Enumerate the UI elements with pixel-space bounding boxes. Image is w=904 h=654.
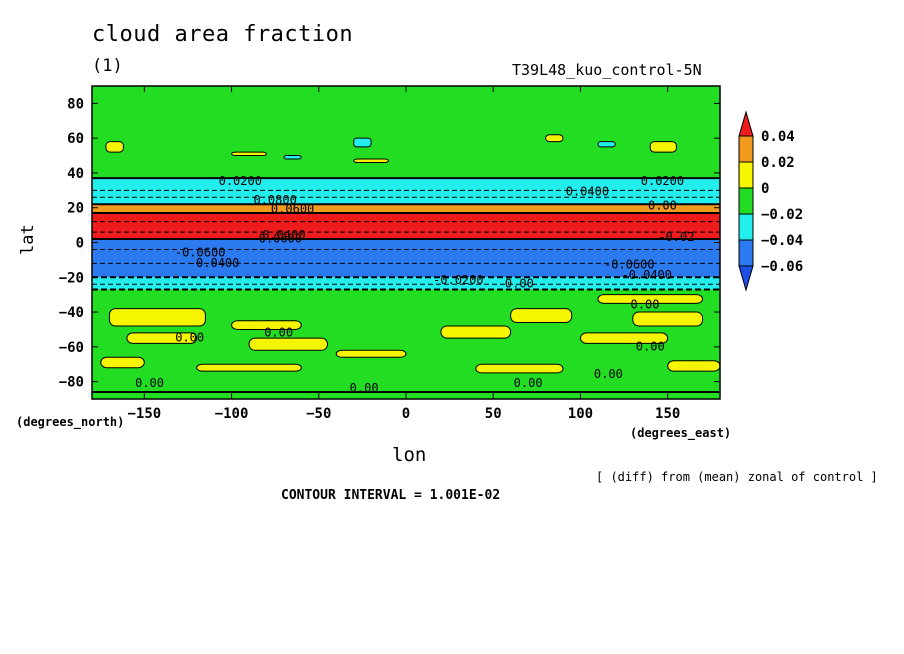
yellow-patch-13: [667, 360, 721, 372]
cyan-patch-1: [597, 141, 616, 148]
chart-title: cloud area fraction: [92, 22, 354, 47]
contour-label: 0.0200: [219, 174, 262, 188]
yellow-patch-n-1: [231, 151, 267, 157]
colorbar-segment: [738, 161, 754, 189]
colorbar-segment: [738, 239, 754, 267]
contour-label: 0.0800: [253, 193, 296, 207]
zonal-bands: [92, 86, 720, 399]
colorbar-arrow-bottom: [738, 265, 754, 292]
colorbar-label: 0.04: [761, 129, 795, 145]
contour-label: 0.00: [135, 376, 164, 390]
colorbar-segment: [738, 135, 754, 163]
colorbar-label: 0: [761, 181, 769, 197]
yellow-patch-7: [579, 332, 669, 344]
yellow-patch-1: [126, 332, 198, 344]
y-tick-label: −80: [59, 375, 84, 391]
cyan-patch-0: [353, 137, 372, 148]
colorbar-arrow-top: [738, 110, 754, 137]
band-5: [92, 277, 720, 290]
contour-label: 0.0400: [262, 228, 305, 242]
y-tick-label: 40: [67, 166, 84, 182]
colorbar-segment: [738, 213, 754, 241]
y-axis-label: lat: [18, 224, 38, 255]
band-3: [92, 212, 720, 240]
contour-label: -0.0600: [604, 258, 655, 272]
band-0: [92, 86, 720, 179]
contour-label: -0.0400: [189, 256, 240, 270]
y-tick-label: −60: [59, 340, 84, 356]
yellow-patch-4: [335, 349, 407, 358]
contour-label: -0.02: [658, 230, 694, 244]
yellow-patch-11: [632, 311, 704, 327]
x-tick-label: −50: [306, 406, 331, 422]
contour-label: 0.00: [505, 277, 534, 291]
yellow-patch-n-0: [105, 141, 124, 153]
contour-label: 0.00: [350, 381, 379, 395]
band-6: [92, 289, 720, 399]
yellow-patch-n-4: [545, 134, 564, 143]
contour-lines: [92, 177, 720, 394]
contour-label: 0.00: [514, 376, 543, 390]
yellow-patch-12: [100, 356, 145, 369]
contour-label: -0.0200: [433, 273, 484, 287]
contour-label: 0.0400: [566, 185, 609, 199]
x-tick-label: 150: [655, 406, 680, 422]
yellow-patch-n-2: [649, 141, 677, 153]
yellow-patch-6: [510, 308, 573, 323]
chart-subtitle: (1): [92, 56, 123, 76]
colorbar-label: −0.04: [761, 233, 803, 249]
x-tick-label: −150: [127, 406, 161, 422]
run-label: T39L48_kuo_control-5N: [512, 61, 702, 79]
y-tick-label: 0: [76, 236, 84, 252]
contour-label: 0.0200: [641, 174, 684, 188]
x-tick-label: 0: [402, 406, 410, 422]
yellow-patch-n-3: [353, 158, 390, 164]
colorbar-segment: [738, 187, 754, 215]
contour-patches: [100, 134, 721, 374]
x-axis-units: (degrees_east): [630, 426, 732, 440]
y-tick-label: 60: [67, 131, 84, 147]
contour-label: 0.00: [594, 367, 623, 381]
x-axis-label: lon: [392, 444, 427, 466]
y-axis-units: (degrees_north): [16, 415, 125, 429]
band-2: [92, 204, 720, 213]
yellow-patch-5: [440, 325, 512, 339]
cyan-patch-2: [283, 155, 302, 160]
x-tick-label: 100: [568, 406, 593, 422]
contour-label: 0.0600: [271, 202, 314, 216]
yellow-patch-10: [475, 363, 564, 374]
yellow-patch-2: [231, 320, 302, 330]
contour-interval: CONTOUR INTERVAL = 1.001E-02: [281, 488, 501, 503]
x-tick-label: 50: [485, 406, 502, 422]
yellow-patch-0: [108, 308, 206, 327]
contour-label: 0.0600: [259, 232, 302, 246]
contour-label: -0.0400: [621, 268, 672, 282]
colorbar: 0.04 0.02 0 −0.02 −0.04 −0.06: [738, 110, 803, 292]
y-tick-label: 20: [67, 201, 84, 217]
colorbar-label: −0.06: [761, 259, 803, 275]
colorbar-label: −0.02: [761, 207, 803, 223]
x-axis: −150 −100 −50 0 50 100 150: [127, 86, 680, 422]
y-tick-label: −40: [59, 305, 84, 321]
yellow-patch-9: [196, 363, 302, 372]
x-tick-label: −100: [215, 406, 249, 422]
y-axis: 80 60 40 20 0 −20 −40 −60 −80: [59, 96, 720, 391]
contour-label: 0.00: [264, 325, 293, 339]
band-1: [92, 178, 720, 205]
yellow-patch-8: [597, 294, 704, 304]
yellow-patch-3: [248, 337, 328, 351]
contour-label: 0.00: [175, 331, 204, 345]
diff-note: [ (diff) from (mean) zonal of control ]: [596, 470, 878, 484]
y-tick-label: −20: [59, 270, 84, 286]
y-tick-label: 80: [67, 96, 84, 112]
contour-label: 0.00: [648, 198, 677, 212]
contour-label: 0.00: [631, 298, 660, 312]
colorbar-label: 0.02: [761, 155, 795, 171]
contour-label: 0.00: [636, 339, 665, 353]
contour-label: -0.0600: [175, 245, 226, 259]
band-4: [92, 239, 720, 278]
